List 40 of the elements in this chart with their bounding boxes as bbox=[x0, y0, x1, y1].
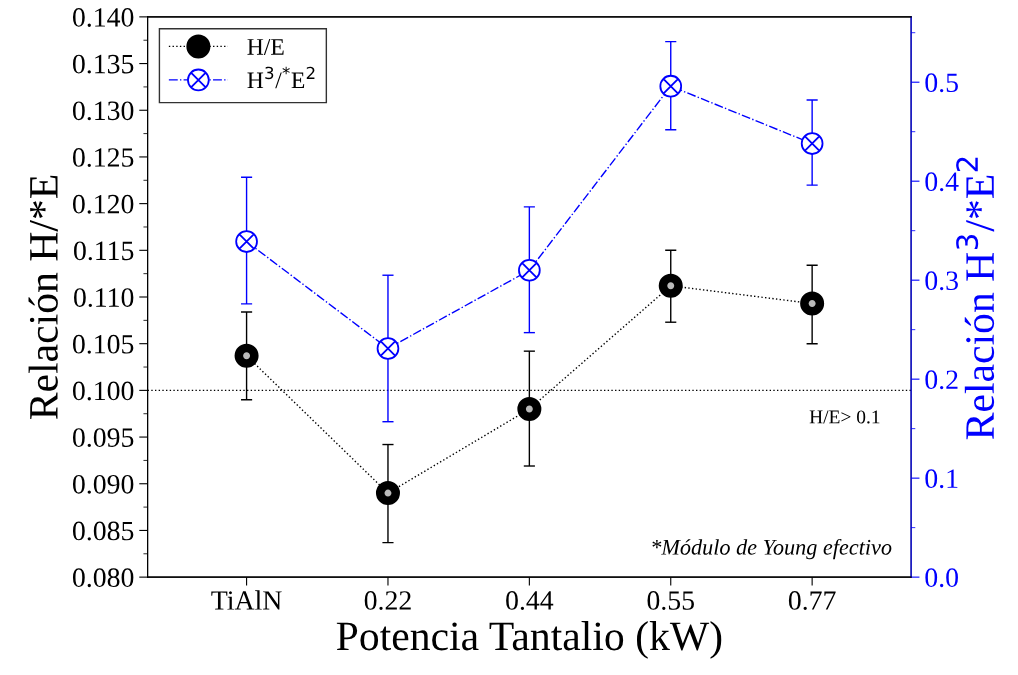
point bbox=[375, 481, 400, 506]
x-tick-label: 0.44 bbox=[506, 591, 554, 610]
y-tick-label: 0.090 bbox=[72, 474, 134, 494]
y-tick-label: 0.085 bbox=[72, 521, 134, 541]
y-tick-label: 0.130 bbox=[72, 101, 134, 121]
y2-tick-label: 0.1 bbox=[925, 469, 958, 489]
y-tick-label: 0.095 bbox=[72, 428, 134, 448]
point bbox=[518, 258, 541, 282]
y-tick-label: 0.100 bbox=[72, 381, 134, 401]
point bbox=[659, 74, 683, 98]
x-tick-label: 0.22 bbox=[364, 591, 411, 610]
x-tick-label: 0.55 bbox=[647, 591, 694, 610]
legend-label: H$^{3}$/$^{*}$E$^{2}$ bbox=[247, 66, 315, 89]
point bbox=[517, 397, 542, 422]
point bbox=[800, 291, 825, 316]
y-tick-label: 0.135 bbox=[72, 54, 134, 74]
ref-line-label: H/E> 0.1 bbox=[809, 410, 880, 424]
y-axis-title: Relación H/*E bbox=[28, 175, 58, 420]
point bbox=[658, 273, 683, 298]
x-axis-title: Potencia Tantalio (kW) bbox=[336, 621, 722, 659]
x-tick-label: TiAlN bbox=[211, 590, 282, 610]
y-tick-label: 0.125 bbox=[72, 148, 134, 167]
x-tick-label: 0.77 bbox=[788, 591, 836, 610]
legend-label: H/E bbox=[247, 39, 284, 55]
y2-tick-label: 0.0 bbox=[925, 568, 958, 588]
point bbox=[235, 230, 258, 253]
y-tick-label: 0.140 bbox=[72, 8, 134, 27]
point bbox=[800, 132, 824, 155]
point bbox=[234, 343, 259, 368]
y2-tick-label: 0.3 bbox=[925, 271, 958, 291]
y-tick-label: 0.080 bbox=[72, 568, 134, 588]
y2-tick-label: 0.4 bbox=[925, 172, 959, 192]
y-tick-label: 0.110 bbox=[74, 288, 134, 308]
y-tick-label: 0.115 bbox=[74, 241, 134, 261]
y-tick-label: 0.105 bbox=[72, 334, 134, 354]
annotation: *Módulo de Young efectivo bbox=[652, 538, 892, 560]
y2-tick-label: 0.5 bbox=[925, 73, 958, 93]
point bbox=[376, 337, 400, 360]
y-tick-label: 0.120 bbox=[72, 194, 134, 214]
y2-tick-label: 0.2 bbox=[925, 370, 958, 390]
